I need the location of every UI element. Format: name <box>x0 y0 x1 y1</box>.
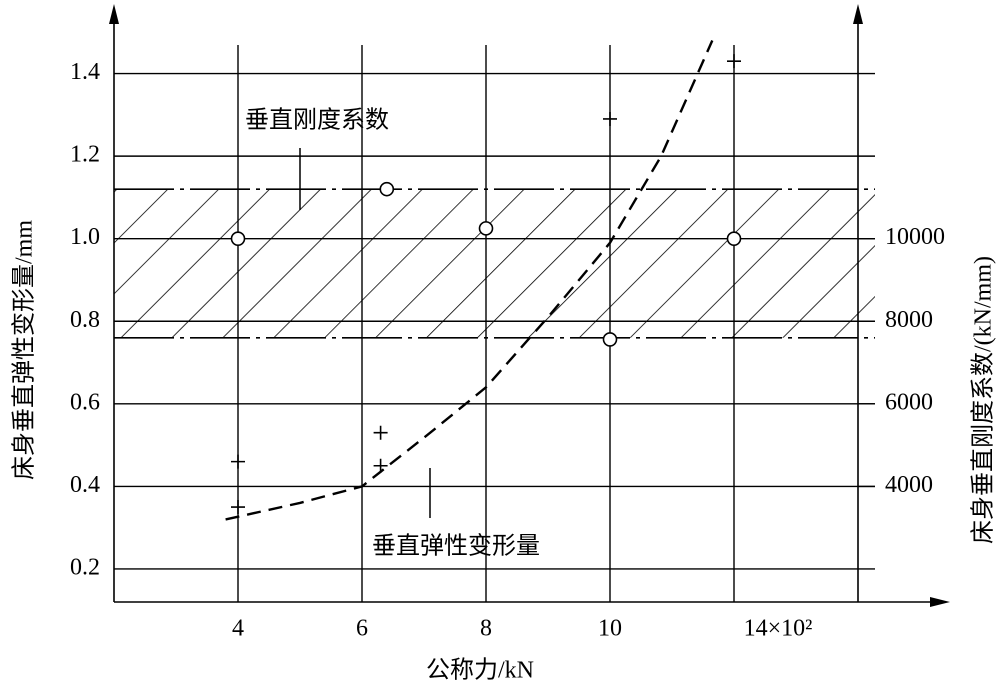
cross-marker <box>603 111 617 126</box>
y2-tick-label: 4000 <box>885 472 933 498</box>
dashed-curve <box>225 40 714 521</box>
y-axis-label: 床身垂直弹性变形量/mm <box>11 220 38 480</box>
y-tick-label: 0.6 <box>70 389 100 415</box>
cross-marker <box>373 425 388 440</box>
y2-axis-label: 床身垂直刚度系数/(kN/mm) <box>970 256 997 544</box>
circle-marker <box>726 231 742 246</box>
y-tick-label: 0.4 <box>70 472 100 498</box>
annotation: 垂直刚度系数 <box>245 107 389 134</box>
y-tick-label: 1.4 <box>70 59 100 85</box>
x-tick-label: 8 <box>480 616 492 642</box>
y-tick-label: 1.0 <box>70 224 100 250</box>
annotation: 垂直弹性变形量 <box>372 533 540 560</box>
hatched-band <box>114 189 875 338</box>
circle-marker <box>478 221 494 236</box>
arrow <box>930 597 950 607</box>
x-tick-label: 6 <box>356 616 368 642</box>
y-tick-label: 0.2 <box>70 554 100 580</box>
arrow <box>853 4 863 24</box>
circle-marker <box>379 181 395 197</box>
cross-marker <box>373 458 388 473</box>
x-tick-label: 4 <box>232 616 244 642</box>
arrow <box>109 4 119 24</box>
circle-marker <box>602 332 618 347</box>
cross-marker <box>231 500 245 515</box>
x-tick-label: 14×10² <box>744 616 813 642</box>
y2-tick-label: 10000 <box>885 224 945 250</box>
y2-tick-label: 6000 <box>885 389 933 415</box>
cross-marker <box>727 54 741 69</box>
y2-tick-label: 8000 <box>885 307 933 333</box>
x-tick-label: 10 <box>598 616 622 642</box>
cross-marker <box>231 454 245 469</box>
y-tick-label: 1.2 <box>70 142 100 168</box>
y-tick-label: 0.8 <box>70 307 100 333</box>
circle-marker <box>230 231 246 246</box>
x-axis-label: 公称力/kN <box>426 657 534 684</box>
